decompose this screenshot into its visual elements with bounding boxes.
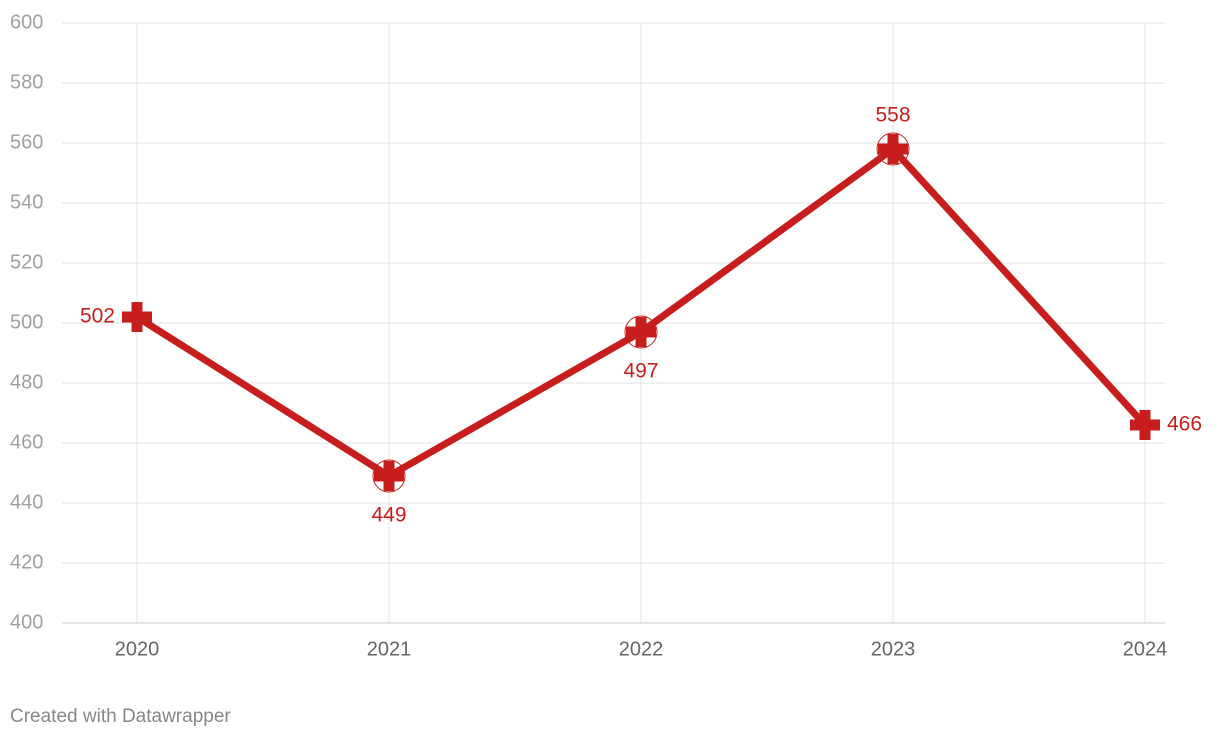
data-label: 497 — [623, 360, 658, 383]
marker — [374, 461, 404, 491]
y-tick-label: 440 — [10, 491, 43, 513]
marker — [626, 317, 656, 347]
x-tick-label: 2023 — [871, 638, 916, 660]
marker — [878, 134, 908, 164]
marker-ring — [624, 315, 658, 349]
data-label: 449 — [371, 504, 406, 527]
y-tick-label: 560 — [10, 131, 43, 153]
y-tick-label: 460 — [10, 431, 43, 453]
data-label: 502 — [80, 305, 115, 328]
y-tick-label: 520 — [10, 251, 43, 273]
marker — [1130, 410, 1160, 440]
x-tick-label: 2020 — [115, 638, 160, 660]
marker-ring — [876, 132, 910, 166]
y-tick-label: 500 — [10, 311, 43, 333]
x-tick-label: 2024 — [1123, 638, 1168, 660]
x-tick-label: 2021 — [367, 638, 412, 660]
data-label: 558 — [875, 104, 910, 127]
y-tick-label: 540 — [10, 191, 43, 213]
y-tick-label: 420 — [10, 551, 43, 573]
y-tick-label: 400 — [10, 611, 43, 633]
y-tick-label: 600 — [10, 11, 43, 33]
x-tick-label: 2022 — [619, 638, 664, 660]
data-label: 466 — [1167, 413, 1202, 436]
y-tick-label: 480 — [10, 371, 43, 393]
marker — [122, 302, 152, 332]
marker-ring — [372, 459, 406, 493]
y-tick-label: 580 — [10, 71, 43, 93]
footer: Created with Datawrapper — [10, 706, 231, 727]
